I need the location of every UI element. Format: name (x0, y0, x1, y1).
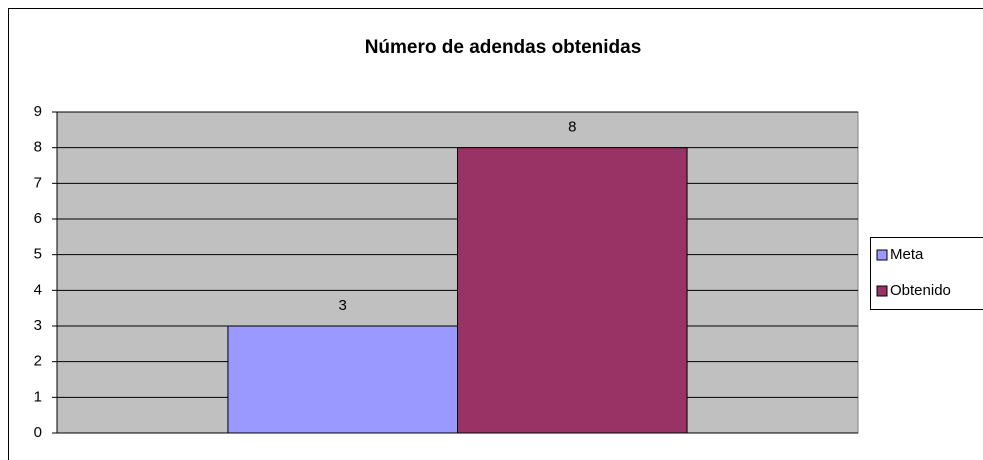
y-tick-label: 0 (34, 424, 42, 441)
legend-label: Meta (890, 246, 924, 263)
y-tick-label: 3 (34, 317, 42, 334)
y-tick-label: 1 (34, 388, 42, 405)
y-tick-label: 9 (34, 103, 42, 120)
y-tick-label: 2 (34, 353, 42, 370)
legend-swatch (876, 285, 888, 297)
y-tick-label: 4 (34, 281, 42, 298)
chart-title: Número de adendas obtenidas (365, 37, 642, 58)
legend-box (870, 237, 983, 310)
value-label: 3 (339, 297, 347, 314)
y-tick-label: 7 (34, 174, 42, 191)
bar (457, 147, 688, 434)
y-tick-label: 6 (34, 210, 42, 227)
y-tick-label: 8 (34, 139, 42, 156)
bar (227, 325, 458, 434)
value-label: 8 (568, 119, 576, 136)
y-tick-label: 5 (34, 246, 42, 263)
legend-swatch (876, 249, 888, 261)
legend-label: Obtenido (890, 282, 951, 299)
